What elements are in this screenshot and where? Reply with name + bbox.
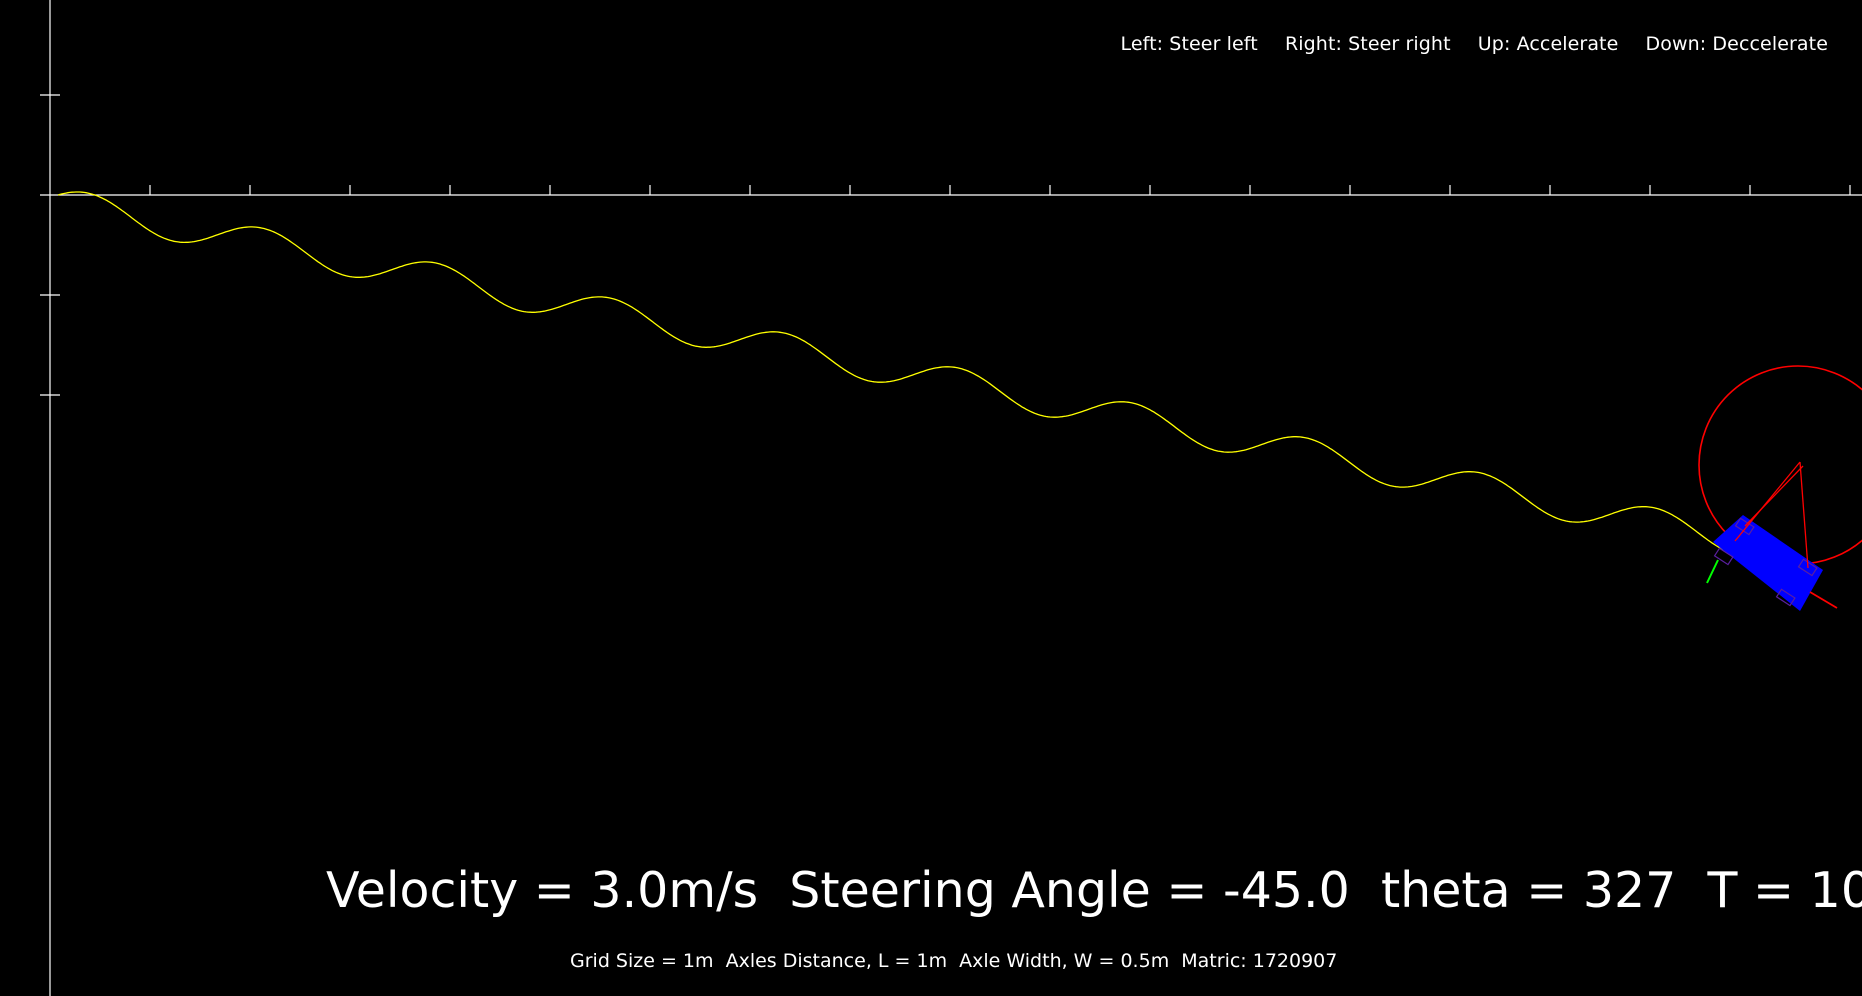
y-axis-ticks	[40, 94, 60, 396]
steering-line	[1744, 465, 1804, 527]
trajectory-path	[57, 191, 1725, 551]
axes	[40, 0, 1862, 996]
steering-lines	[1734, 461, 1809, 569]
status-readout: Velocity = 3.0m/s Steering Angle = -45.0…	[326, 862, 1862, 919]
controls-help: Left: Steer left Right: Steer right Up: …	[1121, 33, 1828, 55]
vehicle-body	[1713, 515, 1823, 611]
wheel	[1734, 517, 1755, 536]
steering-line	[1799, 461, 1809, 569]
wheel	[1713, 547, 1734, 566]
help-deccelerate: Down: Deccelerate	[1645, 33, 1828, 55]
help-accelerate: Up: Accelerate	[1477, 33, 1619, 55]
steering-line	[1734, 461, 1801, 542]
help-steer-left: Left: Steer left	[1120, 33, 1258, 55]
heading-vector	[1809, 591, 1838, 609]
vehicle	[1706, 461, 1838, 611]
help-steer-right: Right: Steer right	[1284, 33, 1451, 55]
wheel	[1775, 588, 1796, 607]
car-icon	[1713, 517, 1818, 607]
info-readout: Grid Size = 1m Axles Distance, L = 1m Ax…	[570, 950, 1338, 972]
wheel	[1797, 558, 1818, 577]
lateral-vector	[1706, 559, 1719, 584]
x-axis-ticks	[149, 185, 1851, 195]
